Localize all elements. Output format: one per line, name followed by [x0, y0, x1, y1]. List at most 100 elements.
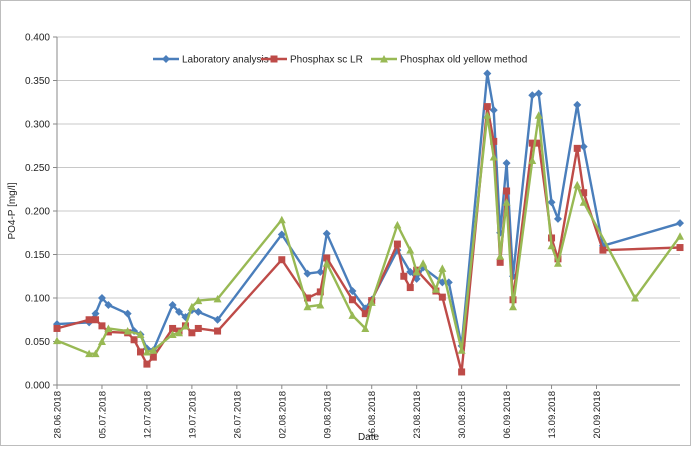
data-point — [553, 214, 562, 223]
data-point — [143, 360, 151, 368]
data-point — [303, 269, 312, 278]
data-point — [573, 180, 582, 189]
data-point — [489, 153, 498, 161]
data-point — [175, 328, 184, 337]
data-point — [509, 302, 518, 311]
data-point — [483, 103, 491, 111]
data-point — [181, 321, 190, 330]
y-tick-label: 0.300 — [25, 120, 50, 131]
data-point — [123, 309, 132, 318]
data-point — [149, 353, 157, 361]
data-point — [361, 324, 370, 332]
legend-item-laboratory-analysis: Laboratory analysis — [153, 55, 269, 66]
data-point — [406, 267, 415, 276]
data-point — [142, 347, 151, 356]
data-point — [169, 324, 177, 332]
data-point — [367, 298, 376, 306]
data-point — [528, 91, 537, 100]
legend-label-phosphax-sc-lr: Phosphax sc LR — [290, 55, 363, 66]
data-point — [676, 232, 684, 240]
data-point — [175, 307, 184, 316]
data-point — [136, 348, 144, 356]
data-point — [97, 294, 106, 302]
legend-item-phosphax-sc-lr: Phosphax sc LR — [261, 55, 363, 66]
data-point — [53, 324, 61, 332]
data-point — [322, 229, 331, 238]
data-point — [502, 159, 511, 168]
data-point — [168, 300, 177, 309]
y-axis-title: PO4-P [mg/l] — [7, 182, 18, 239]
data-point — [490, 137, 498, 145]
legend: Laboratory analysis Phosphax sc LR Phosp… — [153, 55, 527, 66]
data-point — [168, 330, 177, 339]
x-tick-label: 26.07.2018 — [232, 391, 243, 439]
series-2 — [53, 103, 684, 376]
data-point — [91, 349, 100, 358]
data-point — [676, 219, 684, 228]
data-point — [419, 259, 428, 267]
data-point — [92, 316, 100, 324]
x-axis-title: Date — [358, 432, 380, 443]
y-tick-labels: 0.000 0.050 0.100 0.150 0.200 0.250 0.300 0.350… — [25, 33, 57, 392]
y-tick-label: 0.250 — [25, 163, 50, 174]
data-point — [277, 215, 286, 224]
y-tick-label: 0.400 — [25, 33, 50, 44]
x-tick-label: 16.08.2018 — [367, 391, 378, 439]
data-point — [303, 294, 311, 302]
data-point — [483, 111, 492, 119]
y-tick-label: 0.150 — [25, 250, 50, 261]
data-point — [194, 296, 203, 305]
data-point — [149, 346, 158, 354]
x-tick-label: 12.07.2018 — [142, 391, 153, 439]
data-point — [528, 139, 536, 147]
y-tick-label: 0.000 — [25, 381, 50, 392]
data-point — [98, 322, 106, 330]
data-point — [547, 198, 556, 207]
x-tick-label: 19.07.2018 — [187, 391, 198, 439]
data-point — [213, 315, 222, 324]
data-point — [97, 337, 106, 345]
data-point — [348, 296, 356, 304]
data-point — [323, 254, 331, 262]
data-point — [316, 300, 325, 309]
data-point — [599, 246, 607, 254]
data-point — [534, 111, 543, 119]
data-point — [400, 272, 408, 280]
data-point — [123, 327, 132, 335]
data-point — [277, 230, 286, 239]
y-tick-label: 0.350 — [25, 76, 50, 87]
data-point — [406, 246, 415, 254]
data-point — [130, 336, 138, 344]
data-point — [187, 302, 196, 311]
data-point — [573, 144, 581, 152]
x-tick-label: 05.07.2018 — [97, 391, 108, 439]
x-tick-label: 23.08.2018 — [412, 391, 423, 439]
data-point — [580, 189, 588, 197]
data-point — [489, 106, 498, 115]
data-point — [104, 300, 113, 309]
x-tick-label: 02.08.2018 — [277, 391, 288, 439]
legend-label-laboratory-analysis: Laboratory analysis — [182, 55, 269, 66]
data-point — [579, 142, 588, 151]
data-point — [535, 139, 543, 147]
data-point — [503, 187, 511, 195]
data-point — [85, 316, 93, 324]
data-point — [393, 240, 401, 248]
x-tick-label: 09.08.2018 — [322, 391, 333, 439]
data-point — [136, 330, 145, 339]
data-point — [547, 241, 556, 250]
data-point — [393, 220, 402, 229]
data-point — [676, 244, 684, 252]
x-tick-label: 30.08.2018 — [457, 391, 468, 439]
data-point — [438, 264, 447, 272]
data-point — [631, 294, 640, 302]
data-point — [457, 346, 466, 354]
x-tick-label: 13.09.2018 — [547, 391, 558, 439]
data-point — [553, 259, 562, 267]
data-point — [188, 329, 196, 337]
data-point — [502, 198, 511, 206]
data-point — [213, 294, 222, 303]
data-point — [406, 284, 414, 292]
series-line — [56, 114, 681, 355]
